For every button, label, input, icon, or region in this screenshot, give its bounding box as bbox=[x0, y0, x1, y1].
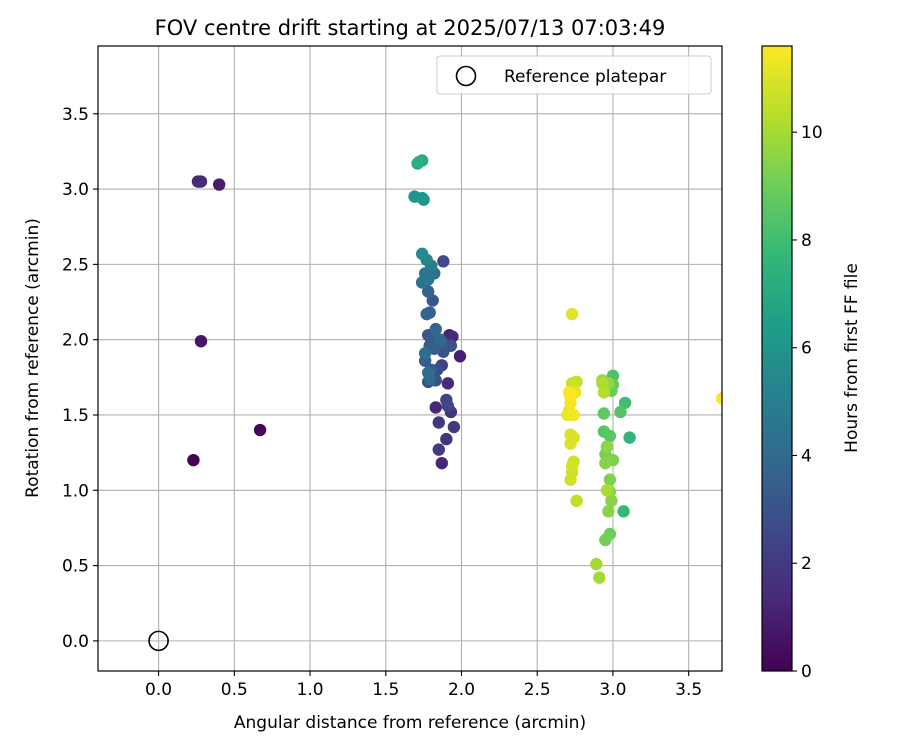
scatter-point bbox=[437, 255, 450, 268]
scatter-point bbox=[602, 505, 615, 518]
y-tick-label: 2.0 bbox=[62, 331, 89, 351]
scatter-point bbox=[194, 175, 208, 188]
colorbar-ticks: 0 2 4 6 8 10 bbox=[792, 123, 823, 682]
scatter-point bbox=[435, 456, 449, 470]
colorbar-tick-label: 8 bbox=[801, 231, 812, 251]
scatter-point bbox=[590, 557, 603, 571]
scatter-point bbox=[564, 428, 577, 441]
scatter-point bbox=[187, 453, 200, 467]
scatter-point bbox=[441, 399, 455, 413]
colorbar-label: Hours from first FF file bbox=[842, 263, 862, 453]
x-tick-label: 1.5 bbox=[372, 680, 399, 700]
scatter-point bbox=[434, 333, 447, 346]
x-axis-label: Angular distance from reference (arcmin) bbox=[234, 713, 586, 733]
scatter-point bbox=[441, 377, 455, 390]
scatter-point bbox=[600, 484, 614, 497]
colorbar-gradient bbox=[761, 45, 793, 672]
legend: Reference platepar bbox=[436, 55, 712, 95]
x-tick-label: 2.5 bbox=[524, 680, 551, 700]
scatter-point bbox=[420, 307, 433, 321]
scatter-point bbox=[212, 178, 226, 191]
scatter-point bbox=[429, 401, 442, 414]
scatter-point bbox=[565, 459, 579, 473]
scatter-point bbox=[453, 350, 467, 363]
scatter-point bbox=[614, 405, 627, 419]
chart-title: FOV centre drift starting at 2025/07/13 … bbox=[155, 16, 666, 40]
scatter-point bbox=[617, 505, 630, 518]
legend-marker-reference bbox=[455, 65, 477, 87]
x-tick-label: 3.5 bbox=[675, 680, 702, 700]
scatter-point bbox=[429, 322, 442, 336]
plot-area bbox=[98, 46, 722, 671]
y-axis-label: Rotation from reference (arcmin) bbox=[23, 218, 43, 498]
y-tick-label: 3.0 bbox=[62, 180, 89, 200]
scatter-point bbox=[440, 432, 453, 446]
scatter-point bbox=[603, 429, 617, 443]
colorbar-tick-label: 4 bbox=[801, 446, 812, 466]
scatter-point bbox=[432, 416, 445, 429]
scatter-point bbox=[565, 307, 579, 321]
scatter-point bbox=[415, 247, 429, 261]
x-tick-label: 0.5 bbox=[221, 680, 248, 700]
colorbar-tick-label: 2 bbox=[801, 554, 812, 574]
scatter-point bbox=[603, 473, 617, 486]
y-tick-label: 0.5 bbox=[62, 557, 89, 577]
y-tick-label: 2.5 bbox=[62, 255, 89, 275]
scatter-point bbox=[421, 366, 435, 380]
scatter-point bbox=[564, 473, 577, 486]
scatter-point bbox=[593, 571, 606, 584]
scatter-point bbox=[600, 440, 614, 453]
scatter-point bbox=[194, 334, 208, 348]
scatter-point bbox=[253, 423, 267, 437]
colorbar: 0 2 4 6 8 10 Hours from first FF file bbox=[761, 45, 862, 682]
x-tick-label: 3.0 bbox=[599, 680, 626, 700]
scatter-point bbox=[447, 420, 461, 434]
scatter-point bbox=[562, 386, 576, 399]
reference-platepar-marker bbox=[148, 630, 169, 652]
scatter-point bbox=[570, 494, 583, 508]
y-tick-label: 3.5 bbox=[62, 105, 89, 125]
axis-ticks: 0.0 0.5 1.0 1.5 2.0 2.5 3.0 3.5 0.0 0.5 1.0 1.5 2.0 2… bbox=[62, 105, 702, 700]
scatter-point bbox=[444, 339, 458, 352]
y-tick-label: 1.0 bbox=[62, 481, 89, 501]
scatter-point bbox=[599, 456, 612, 470]
scatter-points bbox=[187, 154, 722, 584]
scatter-point bbox=[432, 443, 445, 456]
x-tick-label: 2.0 bbox=[448, 680, 475, 700]
scatter-point bbox=[415, 191, 429, 205]
scatter-point bbox=[605, 494, 618, 508]
legend-box bbox=[436, 55, 712, 95]
scatter-point bbox=[421, 285, 435, 298]
scatter-point bbox=[623, 431, 636, 444]
x-tick-label: 1.0 bbox=[297, 680, 324, 700]
x-tick-label: 0.0 bbox=[145, 680, 172, 700]
plot-frame bbox=[97, 45, 723, 672]
y-tick-label: 1.5 bbox=[62, 406, 89, 426]
scatter-point bbox=[421, 273, 435, 286]
colorbar-tick-label: 0 bbox=[801, 662, 812, 682]
scatter-point bbox=[418, 347, 432, 360]
scatter-point bbox=[567, 408, 580, 422]
scatter-point bbox=[599, 533, 612, 547]
grid bbox=[98, 46, 722, 671]
colorbar-tick-label: 6 bbox=[801, 339, 812, 359]
y-tick-label: 0.0 bbox=[62, 632, 89, 652]
colorbar-tick-label: 10 bbox=[801, 123, 823, 143]
scatter-point bbox=[412, 155, 426, 169]
scatter-point bbox=[715, 392, 722, 405]
scatter-point bbox=[597, 386, 611, 399]
scatter-point bbox=[597, 407, 611, 420]
scatter-point bbox=[564, 437, 577, 450]
legend-label-reference: Reference platepar bbox=[504, 67, 666, 87]
